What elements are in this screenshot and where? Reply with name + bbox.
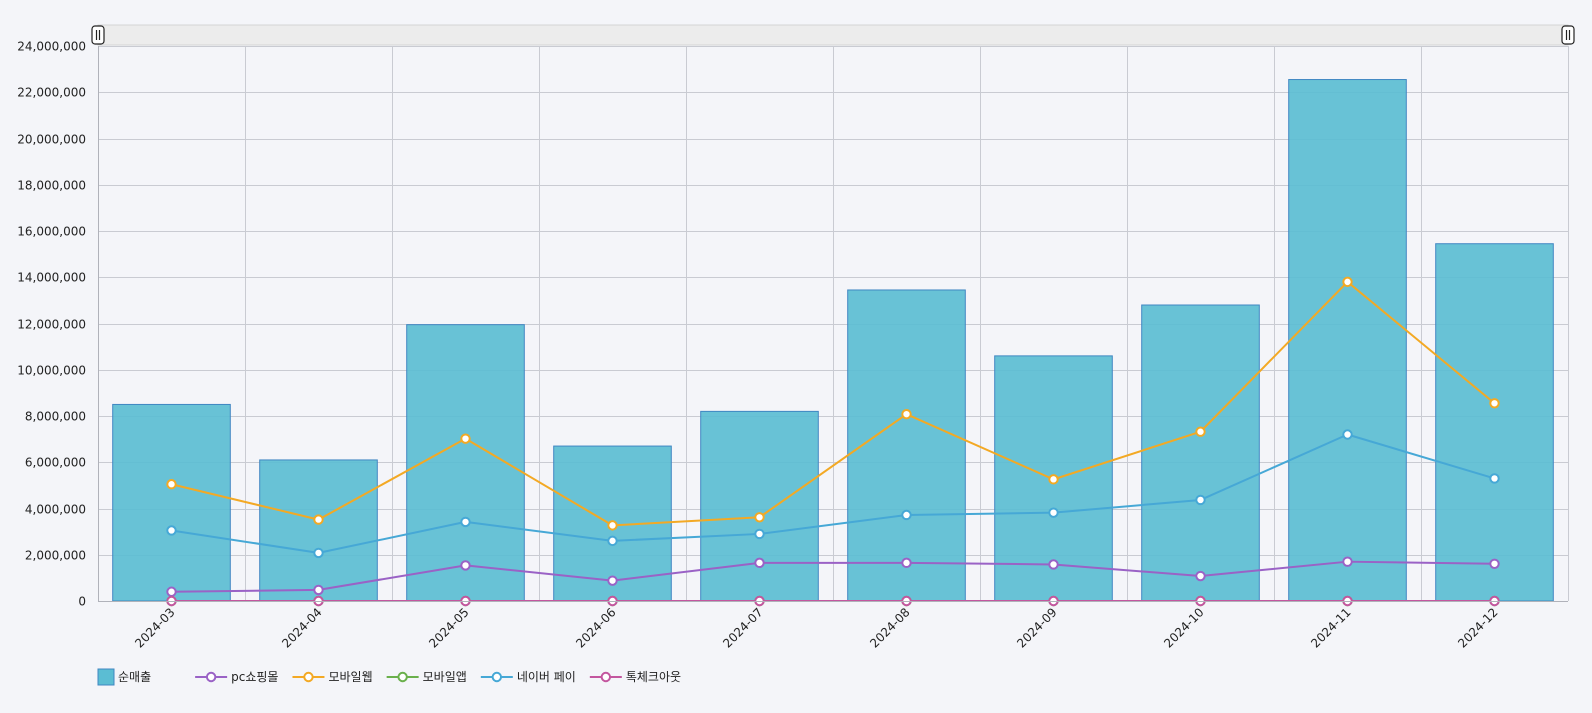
x-tick-label: 2024-08 [867, 605, 912, 650]
x-tick-label: 2024-07 [720, 605, 765, 650]
y-tick-label: 0 [78, 595, 86, 609]
legend-label: 네이버 페이 [517, 670, 576, 684]
series-line-3 [171, 433, 1495, 554]
series-point-3-2024-03[interactable] [166, 525, 177, 536]
legend-item-0[interactable]: 순매출 [97, 668, 151, 686]
y-tick-label: 6,000,000 [25, 456, 86, 470]
series-point-0-2024-06[interactable] [607, 575, 618, 586]
series-point-3-2024-09[interactable] [1048, 507, 1059, 518]
handle-grip[interactable] [91, 25, 105, 45]
series-point-3-2024-08[interactable] [901, 509, 912, 521]
legend-label: 모바일웹 [328, 670, 372, 684]
series-point-1-2024-11[interactable] [1342, 276, 1353, 288]
bar-2024-12[interactable] [1435, 243, 1554, 602]
legend-swatch-marker [600, 671, 612, 683]
legend-swatch-marker [303, 671, 314, 683]
navigator-handle-left[interactable] [91, 25, 105, 45]
series-point-0-2024-09[interactable] [1048, 559, 1059, 570]
y-tick-label: 22,000,000 [17, 86, 86, 100]
series-point-3-2024-06[interactable] [607, 535, 618, 547]
bar-2024-11[interactable] [1288, 79, 1407, 602]
legend-swatch-marker [397, 671, 408, 683]
series-point-0-2024-08[interactable] [901, 557, 912, 569]
series-point-1-2024-03[interactable] [166, 479, 177, 490]
legend-label: 모바일앱 [423, 670, 467, 684]
series-point-0-2024-12[interactable] [1489, 558, 1500, 569]
legend-label: pc쇼핑몰 [231, 670, 278, 684]
legend-label: 순매출 [118, 670, 151, 684]
bar-2024-08[interactable] [847, 289, 966, 602]
series-point-0-2024-11[interactable] [1342, 556, 1353, 567]
legend-label: 톡체크아웃 [626, 670, 681, 684]
handle-grip[interactable] [1561, 25, 1575, 45]
y-tick-label: 2,000,000 [25, 549, 86, 563]
series-point-0-2024-03[interactable] [166, 586, 177, 597]
series-point-1-2024-07[interactable] [754, 512, 765, 523]
series-point-3-2024-05[interactable] [460, 516, 471, 528]
x-tick-label: 2024-09 [1014, 605, 1059, 650]
series-point-1-2024-12[interactable] [1489, 398, 1500, 409]
bar-2024-07[interactable] [700, 410, 819, 602]
series-point-3-2024-11[interactable] [1342, 429, 1353, 440]
x-tick-label: 2024-10 [1161, 605, 1206, 650]
legend-swatch-marker [491, 671, 503, 683]
series-line-0 [171, 560, 1495, 593]
y-tick-label: 24,000,000 [17, 40, 86, 54]
y-tick-label: 16,000,000 [17, 225, 86, 239]
navigator-track[interactable] [97, 24, 1569, 46]
series-point-1-2024-09[interactable] [1048, 474, 1059, 485]
legend-item-3[interactable]: 모바일앱 [386, 670, 467, 684]
series-point-0-2024-07[interactable] [754, 557, 765, 569]
y-tick-label: 20,000,000 [17, 133, 86, 147]
x-tick-label: 2024-05 [426, 605, 471, 650]
legend-swatch-bar [97, 668, 115, 686]
x-tick-label: 2024-03 [132, 605, 177, 650]
legend-item-1[interactable]: pc쇼핑몰 [195, 670, 278, 684]
legend-item-2[interactable]: 모바일웹 [292, 670, 373, 684]
series-point-1-2024-04[interactable] [313, 514, 324, 525]
bar-2024-03[interactable] [112, 403, 231, 602]
series-point-1-2024-08[interactable] [901, 408, 912, 420]
legend: 순매출 pc쇼핑몰 모바일웹 모바일앱 네이버 페이 톡체크아웃 [97, 668, 681, 686]
x-tick-label: 2024-11 [1308, 605, 1353, 650]
legend-swatch-marker [205, 671, 217, 683]
x-tick-label: 2024-06 [573, 605, 618, 650]
series-point-0-2024-04[interactable] [313, 584, 324, 596]
series-point-3-2024-04[interactable] [313, 547, 324, 559]
series-point-1-2024-10[interactable] [1195, 426, 1206, 437]
series-line-1 [171, 280, 1496, 527]
bar-2024-10[interactable] [1141, 304, 1260, 602]
x-tick-label: 2024-12 [1455, 605, 1500, 650]
range-navigator[interactable] [91, 24, 1575, 46]
series-point-1-2024-06[interactable] [607, 520, 618, 531]
legend-item-5[interactable]: 톡체크아웃 [589, 670, 681, 684]
series-point-3-2024-07[interactable] [754, 528, 765, 540]
series-point-3-2024-12[interactable] [1489, 473, 1500, 484]
legend-item-4[interactable]: 네이버 페이 [480, 670, 576, 684]
bar-2024-04[interactable] [259, 459, 378, 602]
y-tick-label: 14,000,000 [17, 271, 86, 285]
y-tick-label: 4,000,000 [25, 503, 86, 517]
x-tick-label: 2024-04 [279, 605, 324, 650]
bars-layer [112, 79, 1554, 602]
y-tick-label: 12,000,000 [17, 318, 86, 332]
series-point-0-2024-05[interactable] [460, 560, 471, 571]
navigator-handle-right[interactable] [1561, 25, 1575, 45]
series-point-1-2024-05[interactable] [460, 433, 471, 444]
y-tick-label: 10,000,000 [17, 364, 86, 378]
series-point-0-2024-10[interactable] [1195, 570, 1206, 582]
y-tick-label: 18,000,000 [17, 179, 86, 193]
series-point-3-2024-10[interactable] [1195, 494, 1206, 506]
y-tick-label: 8,000,000 [25, 410, 86, 424]
